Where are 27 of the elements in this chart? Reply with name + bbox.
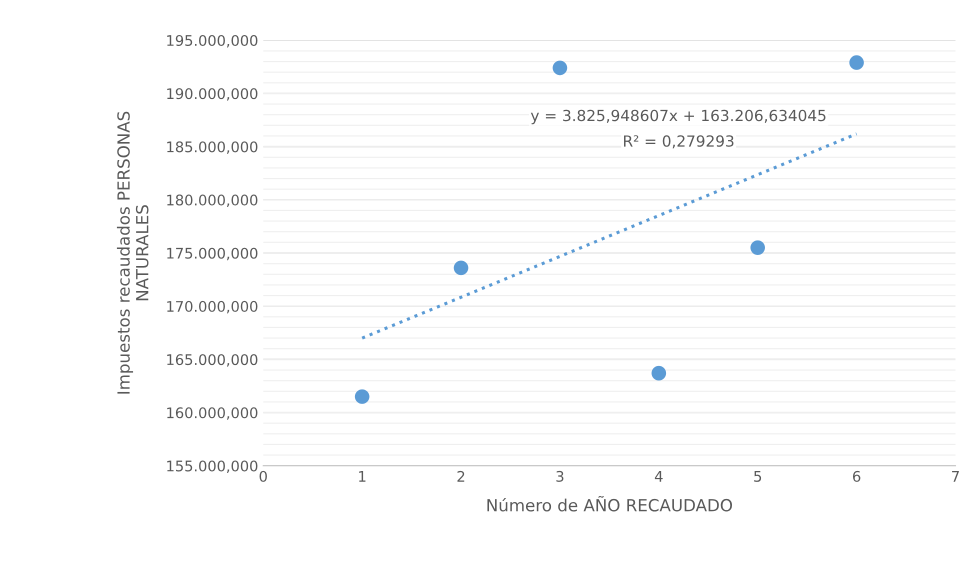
- point: [849, 55, 864, 70]
- x-tick-label: 1: [359, 471, 366, 482]
- point: [552, 60, 568, 76]
- point: [750, 240, 765, 255]
- y-tick-label: 160.000,000: [167, 407, 258, 420]
- point: [354, 389, 370, 404]
- y-axis-title: Impuestos recaudados PERSONAS NATURALES: [116, 112, 148, 394]
- y-tick-label: 165.000,000: [167, 354, 258, 367]
- y-tick-label: 170.000,000: [167, 300, 258, 314]
- x-tick-label: 6: [852, 470, 860, 482]
- y-tick-label: 180.000,000: [167, 194, 258, 208]
- x-tick-label: 3: [556, 470, 564, 482]
- x-tick-label: 2: [457, 470, 464, 482]
- x-tick-label: 7: [952, 471, 959, 482]
- annotation: y = 3.825,948607x + 163.206,634045: [530, 110, 826, 124]
- y-tick-label: 175.000,000: [167, 248, 258, 260]
- y-tick-label: 155.000,000: [167, 460, 258, 473]
- x-tick-label: 5: [754, 471, 762, 482]
- y-tick-label: 185.000,000: [167, 141, 258, 154]
- x-tick-label: 0: [260, 470, 267, 482]
- y-tick-label: 195.000,000: [167, 34, 258, 48]
- annotation: R² = 0,279293: [624, 135, 734, 148]
- x-tick-label: 4: [654, 471, 663, 482]
- point: [652, 366, 666, 380]
- x-axis-title: Número de AÑO RECAUDADO: [487, 496, 732, 512]
- point: [454, 260, 468, 276]
- y-tick-label: 190.000,000: [167, 88, 258, 101]
